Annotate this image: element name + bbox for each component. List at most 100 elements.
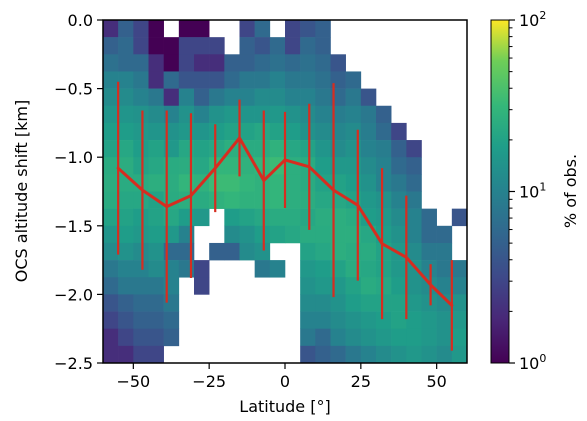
heatmap-cell (239, 37, 255, 55)
heatmap-cell (149, 380, 164, 397)
heatmap-cell (421, 311, 437, 329)
heatmap-cell (133, 277, 149, 295)
heatmap-cell (300, 328, 316, 347)
heatmap-cell (406, 328, 422, 347)
heatmap-cell (209, 54, 225, 72)
heatmap-cell (209, 105, 225, 124)
heatmap-cell (391, 380, 406, 397)
heatmap-cell (103, 208, 119, 227)
x-tick-label: 50 (426, 372, 446, 391)
heatmap-cell (269, 105, 286, 124)
mean-line (116, 136, 454, 307)
heatmap-cell (315, 54, 331, 72)
heatmap-cell (406, 225, 422, 244)
heatmap-cell (269, 71, 286, 89)
heatmap-cell (194, 122, 210, 141)
heatmap-cell (194, 140, 210, 158)
heatmap-cell (360, 260, 377, 278)
heatmap-cell (103, 345, 119, 363)
mean-line-series (116, 81, 454, 351)
heatmap-cell (118, 191, 134, 209)
heatmap-cell (436, 311, 453, 329)
heatmap-cell (285, 105, 301, 124)
heatmap-cell (315, 122, 331, 141)
heatmap-cell (269, 208, 286, 227)
x-tick-label: 25 (351, 372, 371, 391)
heatmap-cell (133, 397, 148, 414)
heatmap-cell (118, 328, 134, 347)
x-axis-label: Latitude [°] (239, 397, 330, 416)
heatmap-cell (451, 277, 467, 295)
heatmap-cell (376, 414, 391, 421)
heatmap-cell (269, 37, 286, 55)
heatmap-cell (178, 20, 195, 38)
heatmap-cell (360, 294, 377, 312)
heatmap-cell (118, 225, 134, 244)
heatmap-cell (118, 208, 134, 227)
heatmap-cell (360, 105, 377, 124)
heatmap-cell (300, 140, 316, 158)
heatmap-cell (330, 345, 346, 363)
heatmap-cell (148, 140, 164, 158)
heatmap-cell (133, 157, 149, 175)
heatmap-cell (376, 225, 392, 244)
heatmap-cell (148, 105, 164, 124)
heatmap-cell (345, 328, 362, 347)
heatmap-cell (436, 225, 453, 244)
heatmap-cell (285, 54, 301, 72)
heatmap-cell (315, 37, 331, 55)
heatmap-cell (118, 140, 134, 158)
colorbar-tick-label: 101 (519, 181, 546, 202)
heatmap-cell (376, 311, 392, 329)
heatmap-cell (194, 54, 210, 72)
heatmap-cell (451, 345, 467, 363)
heatmap-cell (239, 174, 255, 192)
heatmap-cell (254, 105, 271, 124)
heatmap-cell (345, 345, 362, 363)
heatmap-cell (133, 260, 149, 278)
heatmap-cell (315, 225, 331, 244)
heatmap-cell (254, 242, 271, 261)
heatmap-cell (194, 260, 210, 278)
heatmap-cell (178, 71, 195, 89)
heatmap-cell (285, 20, 301, 38)
heatmap-cell (421, 225, 437, 244)
heatmap-cell (269, 54, 286, 72)
heatmap-cell (360, 140, 377, 158)
heatmap-cell (406, 277, 422, 295)
heatmap-cell (148, 328, 164, 347)
heatmap-cell (148, 54, 164, 72)
heatmap-cell (360, 122, 377, 141)
heatmap-cell (315, 208, 331, 227)
heatmap-cell (300, 191, 316, 209)
heatmap-cell (330, 54, 346, 72)
heatmap (103, 20, 467, 421)
heatmap-cell (209, 140, 225, 158)
heatmap-cell (239, 105, 255, 124)
heatmap-cell (269, 88, 286, 107)
heatmap-cell (391, 328, 407, 347)
heatmap-cell (254, 260, 271, 278)
heatmap-cell (269, 140, 286, 158)
heatmap-cell (436, 294, 453, 312)
heatmap-cell (315, 105, 331, 124)
heatmap-cell (315, 20, 331, 38)
heatmap-cell (224, 191, 240, 209)
heatmap-cell (376, 157, 392, 175)
heatmap-cell (376, 397, 391, 414)
heatmap-cell (406, 294, 422, 312)
heatmap-cell (300, 311, 316, 329)
y-tick-label: −1.0 (54, 148, 93, 167)
heatmap-cell (133, 20, 149, 38)
heatmap-cell (315, 242, 331, 261)
heatmap-cell (436, 277, 453, 295)
heatmap-cell (391, 208, 407, 227)
heatmap-cell (103, 397, 118, 414)
heatmap-cell (376, 363, 391, 380)
heatmap-cell (239, 54, 255, 72)
heatmap-cell (391, 174, 407, 192)
heatmap-cell (300, 88, 316, 107)
heatmap-cell (103, 414, 118, 421)
heatmap-cell (118, 397, 133, 414)
